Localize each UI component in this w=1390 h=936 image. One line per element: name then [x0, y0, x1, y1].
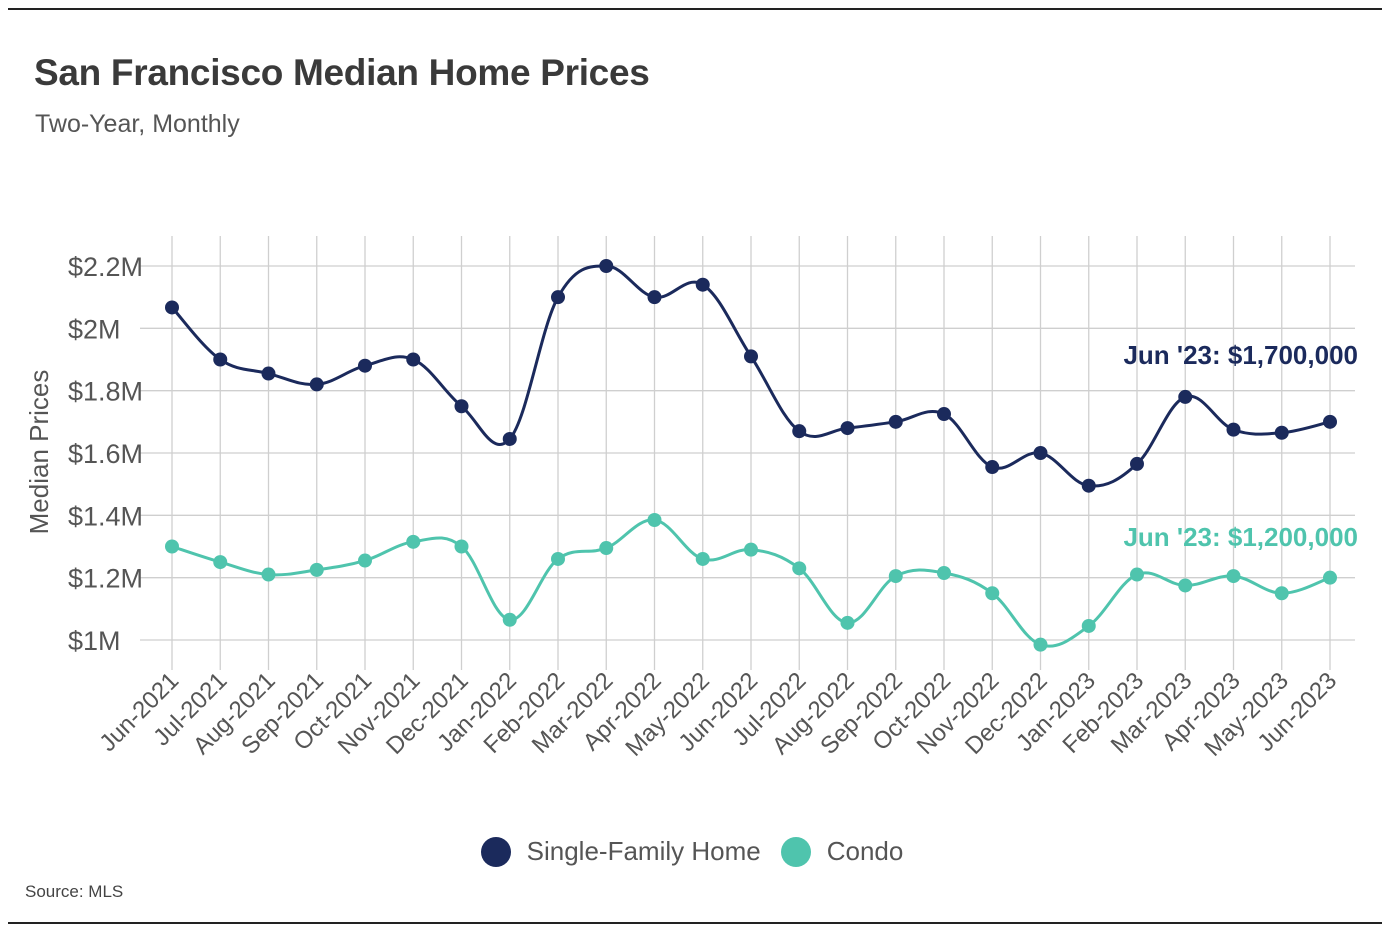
condo-annotation: Jun '23: $1,200,000: [1123, 522, 1358, 552]
condo-data-point[interactable]: [165, 539, 179, 554]
legend-label-condo: Condo: [826, 836, 904, 866]
condo-data-point[interactable]: [309, 562, 324, 577]
legend-label-sfh: Single-Family Home: [526, 836, 761, 866]
sfh-data-point[interactable]: [1033, 446, 1048, 460]
sfh-data-point[interactable]: [358, 358, 372, 373]
condo-data-point[interactable]: [888, 569, 903, 584]
grid: [140, 236, 1355, 670]
condo-swatch-icon: [780, 836, 811, 867]
sfh-data-point[interactable]: [888, 414, 903, 429]
sfh-swatch-icon: [480, 836, 511, 867]
sfh-data-point[interactable]: [213, 352, 228, 367]
x-axis: Jun-2021Jul-2021Aug-2021Sep-2021Oct-2021…: [94, 667, 1342, 762]
y-axis: $1M $1.2M $1.4M $1.6M $1.8M $2M $2.2M: [68, 252, 143, 656]
condo-data-point[interactable]: [406, 534, 421, 549]
sfh-data-point[interactable]: [165, 300, 179, 315]
y-tick-label: $2.2M: [68, 252, 143, 282]
condo-data-point[interactable]: [1226, 569, 1241, 584]
sfh-data-point[interactable]: [599, 259, 614, 273]
source-note: Source: MLS: [25, 882, 124, 901]
y-axis-label: Median Prices: [24, 370, 54, 535]
condo-data-point[interactable]: [937, 565, 951, 580]
condo-data-point[interactable]: [840, 615, 855, 630]
bottom-rule: [8, 922, 1382, 924]
condo-data-point[interactable]: [1081, 618, 1096, 633]
top-rule: [8, 8, 1382, 10]
condo-data-point[interactable]: [502, 612, 517, 627]
y-tick-label: $1.2M: [68, 564, 143, 594]
y-tick-label: $1.6M: [68, 439, 143, 469]
condo-data-point[interactable]: [1274, 586, 1289, 601]
y-tick-label: $1.4M: [68, 501, 143, 531]
legend-item-condo[interactable]: Condo: [780, 836, 910, 867]
condo-data-point[interactable]: [551, 551, 565, 566]
y-tick-label: $1.8M: [68, 377, 143, 407]
sfh-data-point[interactable]: [1081, 478, 1096, 493]
condo-data-point[interactable]: [358, 553, 372, 568]
sfh-data-point[interactable]: [551, 290, 565, 305]
legend-item-sfh[interactable]: Single-Family Home: [480, 836, 767, 867]
condo-data-point[interactable]: [213, 555, 228, 570]
chart-subtitle: Two-Year, Monthly: [35, 110, 240, 138]
sfh-data-point[interactable]: [937, 407, 951, 422]
condo-data-point[interactable]: [744, 542, 758, 557]
sfh-data-point[interactable]: [454, 399, 469, 414]
sfh-data-point[interactable]: [1274, 425, 1289, 440]
y-tick-label: $2M: [68, 314, 121, 344]
condo-data-point[interactable]: [261, 567, 276, 582]
condo-data-point[interactable]: [1178, 578, 1193, 593]
series-layer: [165, 259, 1337, 652]
condo-data-point[interactable]: [792, 561, 807, 576]
condo-data-point[interactable]: [1130, 567, 1144, 582]
sfh-data-point[interactable]: [1178, 389, 1193, 404]
legend: Single-Family Home Condo: [0, 836, 1390, 867]
condo-data-point[interactable]: [454, 539, 469, 554]
condo-data-point[interactable]: [695, 551, 710, 566]
sfh-annotation: Jun '23: $1,700,000: [1123, 340, 1358, 370]
sfh-data-point[interactable]: [744, 349, 758, 364]
y-tick-label: $1M: [68, 626, 121, 656]
sfh-data-point[interactable]: [261, 366, 276, 381]
sfh-data-point[interactable]: [695, 277, 710, 292]
sfh-data-point[interactable]: [840, 421, 855, 436]
condo-data-point[interactable]: [647, 513, 662, 528]
sfh-data-point[interactable]: [792, 424, 807, 439]
chart-title: San Francisco Median Home Prices: [34, 52, 650, 93]
condo-data-point[interactable]: [599, 541, 614, 556]
sfh-data-point[interactable]: [985, 460, 1000, 475]
condo-data-point[interactable]: [1033, 637, 1048, 652]
sfh-data-point[interactable]: [1323, 414, 1337, 429]
sfh-data-point[interactable]: [502, 431, 517, 446]
condo-data-point[interactable]: [985, 586, 1000, 601]
sfh-data-point[interactable]: [1130, 456, 1144, 471]
sfh-data-point[interactable]: [406, 352, 421, 367]
sfh-data-point[interactable]: [309, 377, 324, 392]
sfh-data-point[interactable]: [647, 290, 662, 305]
sfh-data-point[interactable]: [1226, 422, 1241, 437]
condo-data-point[interactable]: [1323, 570, 1337, 585]
